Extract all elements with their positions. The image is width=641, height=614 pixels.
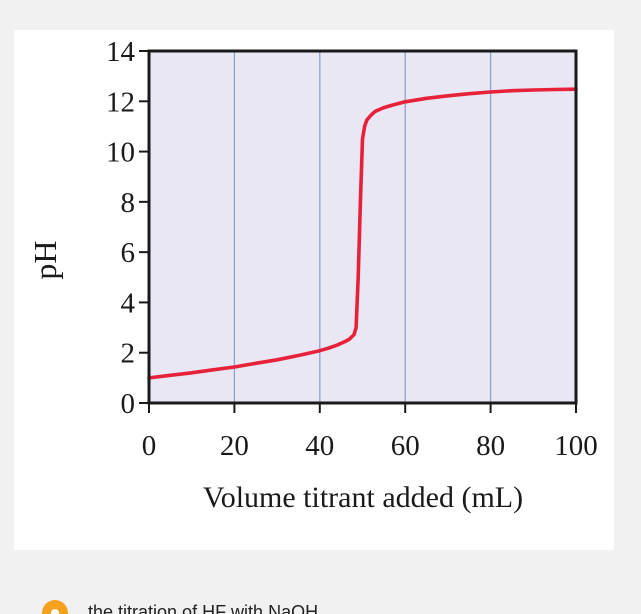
plot-background bbox=[149, 51, 576, 403]
y-tick-label: 14 bbox=[106, 36, 136, 68]
y-tick-label: 10 bbox=[106, 137, 135, 169]
y-tick-label: 6 bbox=[121, 237, 136, 269]
x-tick-label: 20 bbox=[220, 430, 249, 462]
x-tick-label: 60 bbox=[391, 430, 420, 462]
y-axis-label: pH bbox=[27, 240, 63, 279]
y-tick-label: 4 bbox=[121, 287, 136, 319]
caption-text: the titration of HF with NaOH bbox=[88, 602, 319, 614]
x-tick-label: 0 bbox=[142, 430, 157, 462]
x-axis-label: Volume titrant added (mL) bbox=[203, 481, 523, 514]
titration-chart: 0 2 4 6 8 10 12 14 0 20 40 60 80 100 Volume titrant a… bbox=[27, 36, 598, 514]
y-tick-label: 12 bbox=[106, 86, 135, 118]
x-tick-label: 40 bbox=[305, 430, 334, 462]
y-tick-label: 0 bbox=[121, 388, 136, 420]
x-tick-label: 80 bbox=[476, 430, 505, 462]
x-tick-label: 100 bbox=[554, 430, 598, 462]
plot-frame bbox=[147, 49, 578, 405]
y-tick-label: 2 bbox=[121, 338, 136, 370]
caption: the titration of HF with NaOH bbox=[0, 590, 641, 614]
series-line bbox=[147, 87, 578, 380]
y-tick-label: 8 bbox=[121, 187, 136, 219]
chart-card: 0 2 4 6 8 10 12 14 0 20 40 60 80 100 Volume titrant a… bbox=[14, 30, 614, 550]
target-icon bbox=[42, 600, 68, 614]
